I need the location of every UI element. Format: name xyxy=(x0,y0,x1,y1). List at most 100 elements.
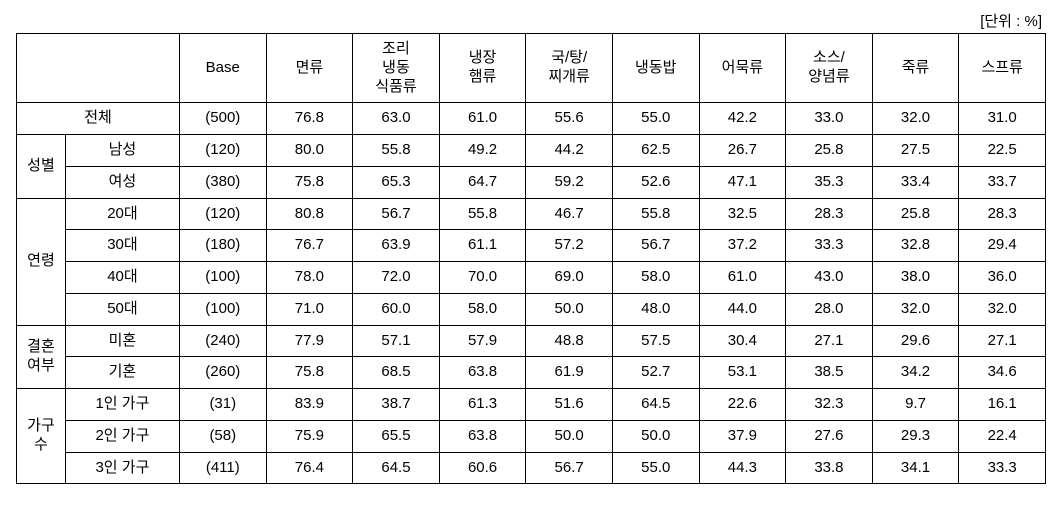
cell: 57.1 xyxy=(353,325,440,357)
header-row: Base 면류 조리냉동식품류 냉장햄류 국/탕/찌개류 냉동밥 어묵류 소스/… xyxy=(17,34,1046,103)
cell: 22.6 xyxy=(699,389,786,421)
cell: 63.8 xyxy=(439,357,526,389)
header-c1: 면류 xyxy=(266,34,353,103)
cell: (31) xyxy=(179,389,266,421)
data-table: Base 면류 조리냉동식품류 냉장햄류 국/탕/찌개류 냉동밥 어묵류 소스/… xyxy=(16,33,1046,484)
cell: 33.4 xyxy=(872,166,959,198)
cell: 76.4 xyxy=(266,452,353,484)
cell: 56.7 xyxy=(526,452,613,484)
cell: 29.4 xyxy=(959,230,1046,262)
cell: 9.7 xyxy=(872,389,959,421)
cell: 32.0 xyxy=(872,103,959,135)
cell: 55.8 xyxy=(612,198,699,230)
cell: 55.6 xyxy=(526,103,613,135)
cell: 60.0 xyxy=(353,293,440,325)
cell: (120) xyxy=(179,135,266,167)
cell: (58) xyxy=(179,420,266,452)
cell: 28.3 xyxy=(959,198,1046,230)
subgroup-label: 1인 가구 xyxy=(65,389,179,421)
cell: 28.0 xyxy=(786,293,873,325)
cell: 34.6 xyxy=(959,357,1046,389)
group-label: 가구수 xyxy=(17,389,66,484)
header-base: Base xyxy=(179,34,266,103)
cell: 58.0 xyxy=(612,262,699,294)
cell: 46.7 xyxy=(526,198,613,230)
table-row: 기혼 (260) 75.8 68.5 63.8 61.9 52.7 53.1 3… xyxy=(17,357,1046,389)
header-c8: 죽류 xyxy=(872,34,959,103)
table-row: 40대 (100) 78.0 72.0 70.0 69.0 58.0 61.0 … xyxy=(17,262,1046,294)
cell: 27.5 xyxy=(872,135,959,167)
header-blank xyxy=(17,34,180,103)
table-row: 여성 (380) 75.8 65.3 64.7 59.2 52.6 47.1 3… xyxy=(17,166,1046,198)
cell: 64.7 xyxy=(439,166,526,198)
subgroup-label: 50대 xyxy=(65,293,179,325)
cell: 61.0 xyxy=(699,262,786,294)
cell: 75.9 xyxy=(266,420,353,452)
subgroup-label: 40대 xyxy=(65,262,179,294)
cell: 50.0 xyxy=(526,420,613,452)
cell: 32.0 xyxy=(959,293,1046,325)
cell: (180) xyxy=(179,230,266,262)
cell: 32.3 xyxy=(786,389,873,421)
cell: 63.0 xyxy=(353,103,440,135)
subgroup-label: 3인 가구 xyxy=(65,452,179,484)
cell: 27.6 xyxy=(786,420,873,452)
cell: 44.2 xyxy=(526,135,613,167)
cell: 33.0 xyxy=(786,103,873,135)
table-row: 3인 가구 (411) 76.4 64.5 60.6 56.7 55.0 44.… xyxy=(17,452,1046,484)
cell: 80.0 xyxy=(266,135,353,167)
cell: 65.3 xyxy=(353,166,440,198)
cell: 64.5 xyxy=(612,389,699,421)
cell: 59.2 xyxy=(526,166,613,198)
cell: 61.1 xyxy=(439,230,526,262)
cell: 35.3 xyxy=(786,166,873,198)
total-row: 전체 (500) 76.8 63.0 61.0 55.6 55.0 42.2 3… xyxy=(17,103,1046,135)
cell: 38.5 xyxy=(786,357,873,389)
cell: (100) xyxy=(179,293,266,325)
cell: 33.7 xyxy=(959,166,1046,198)
cell: 48.8 xyxy=(526,325,613,357)
cell: 61.0 xyxy=(439,103,526,135)
cell: 37.9 xyxy=(699,420,786,452)
cell: 55.0 xyxy=(612,103,699,135)
subgroup-label: 30대 xyxy=(65,230,179,262)
cell: 33.3 xyxy=(786,230,873,262)
table-row: 성별 남성 (120) 80.0 55.8 49.2 44.2 62.5 26.… xyxy=(17,135,1046,167)
cell: 27.1 xyxy=(959,325,1046,357)
cell: 63.8 xyxy=(439,420,526,452)
cell: 44.3 xyxy=(699,452,786,484)
group-label: 성별 xyxy=(17,135,66,199)
cell: (380) xyxy=(179,166,266,198)
cell: 69.0 xyxy=(526,262,613,294)
cell: 51.6 xyxy=(526,389,613,421)
cell: 68.5 xyxy=(353,357,440,389)
cell: 53.1 xyxy=(699,357,786,389)
cell: 25.8 xyxy=(786,135,873,167)
cell: 75.8 xyxy=(266,166,353,198)
cell: 33.8 xyxy=(786,452,873,484)
cell: 50.0 xyxy=(612,420,699,452)
subgroup-label: 2인 가구 xyxy=(65,420,179,452)
table-row: 결혼여부 미혼 (240) 77.9 57.1 57.9 48.8 57.5 3… xyxy=(17,325,1046,357)
total-base: (500) xyxy=(179,103,266,135)
group-label: 연령 xyxy=(17,198,66,325)
cell: 60.6 xyxy=(439,452,526,484)
cell: 26.7 xyxy=(699,135,786,167)
cell: 37.2 xyxy=(699,230,786,262)
cell: 32.8 xyxy=(872,230,959,262)
header-c5: 냉동밥 xyxy=(612,34,699,103)
cell: 57.5 xyxy=(612,325,699,357)
header-c4: 국/탕/찌개류 xyxy=(526,34,613,103)
table-row: 연령 20대 (120) 80.8 56.7 55.8 46.7 55.8 32… xyxy=(17,198,1046,230)
cell: 75.8 xyxy=(266,357,353,389)
cell: 57.2 xyxy=(526,230,613,262)
cell: 28.3 xyxy=(786,198,873,230)
cell: 55.8 xyxy=(353,135,440,167)
cell: 78.0 xyxy=(266,262,353,294)
cell: 65.5 xyxy=(353,420,440,452)
cell: 22.5 xyxy=(959,135,1046,167)
cell: 71.0 xyxy=(266,293,353,325)
cell: 77.9 xyxy=(266,325,353,357)
cell: 58.0 xyxy=(439,293,526,325)
cell: (240) xyxy=(179,325,266,357)
